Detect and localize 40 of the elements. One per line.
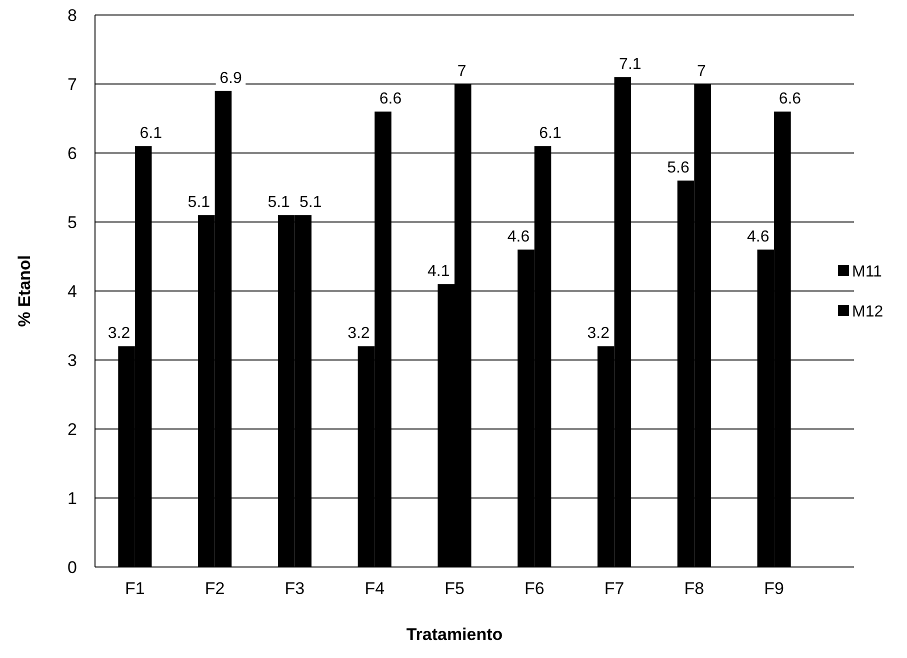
x-tick-label: F1 [125,579,145,598]
data-label: 7 [697,63,706,80]
legend-label: M12 [852,304,884,321]
data-label: 5.1 [299,194,322,212]
y-tick-label: 1 [68,488,77,508]
x-axis-title: Tratamiento [406,625,503,644]
y-tick-label: 5 [68,212,77,232]
y-tick-label: 6 [68,144,77,163]
data-label: 3.2 [587,325,610,342]
x-tick-label: F2 [204,579,225,598]
x-tick-label: F8 [684,579,704,598]
data-label: 7.1 [619,56,642,74]
data-label: 4.1 [427,263,450,280]
y-tick-label: 3 [68,350,77,370]
y-tick-label: 2 [68,420,77,439]
y-tick-label: 4 [68,282,77,301]
data-label: 6.6 [778,90,802,108]
legend-label: M11 [852,264,882,281]
x-tick-label: F4 [364,579,385,598]
data-label: 4.6 [507,228,530,246]
x-tick-label: F7 [604,579,624,598]
data-label: 6.1 [539,125,562,142]
y-axis-title: % Etanol [15,255,34,327]
data-label: 7 [457,63,466,80]
x-tick-label: F6 [524,579,544,598]
x-tick-label: F5 [444,579,464,598]
x-tick-label: F9 [764,579,784,598]
data-label: 3.2 [348,325,370,342]
data-label: 5.1 [268,194,290,212]
data-label: 5.1 [188,194,210,212]
y-tick-label: 7 [68,74,77,94]
data-label: 6.1 [140,125,162,142]
y-tick-label: 0 [68,558,77,577]
data-label: 5.6 [667,160,690,177]
data-label: 6.9 [220,70,242,87]
data-label: 4.6 [747,228,770,246]
y-tick-label: 8 [68,6,77,25]
data-label: 3.2 [108,325,130,342]
data-label: 6.6 [379,90,402,108]
x-tick-label: F3 [284,579,305,598]
